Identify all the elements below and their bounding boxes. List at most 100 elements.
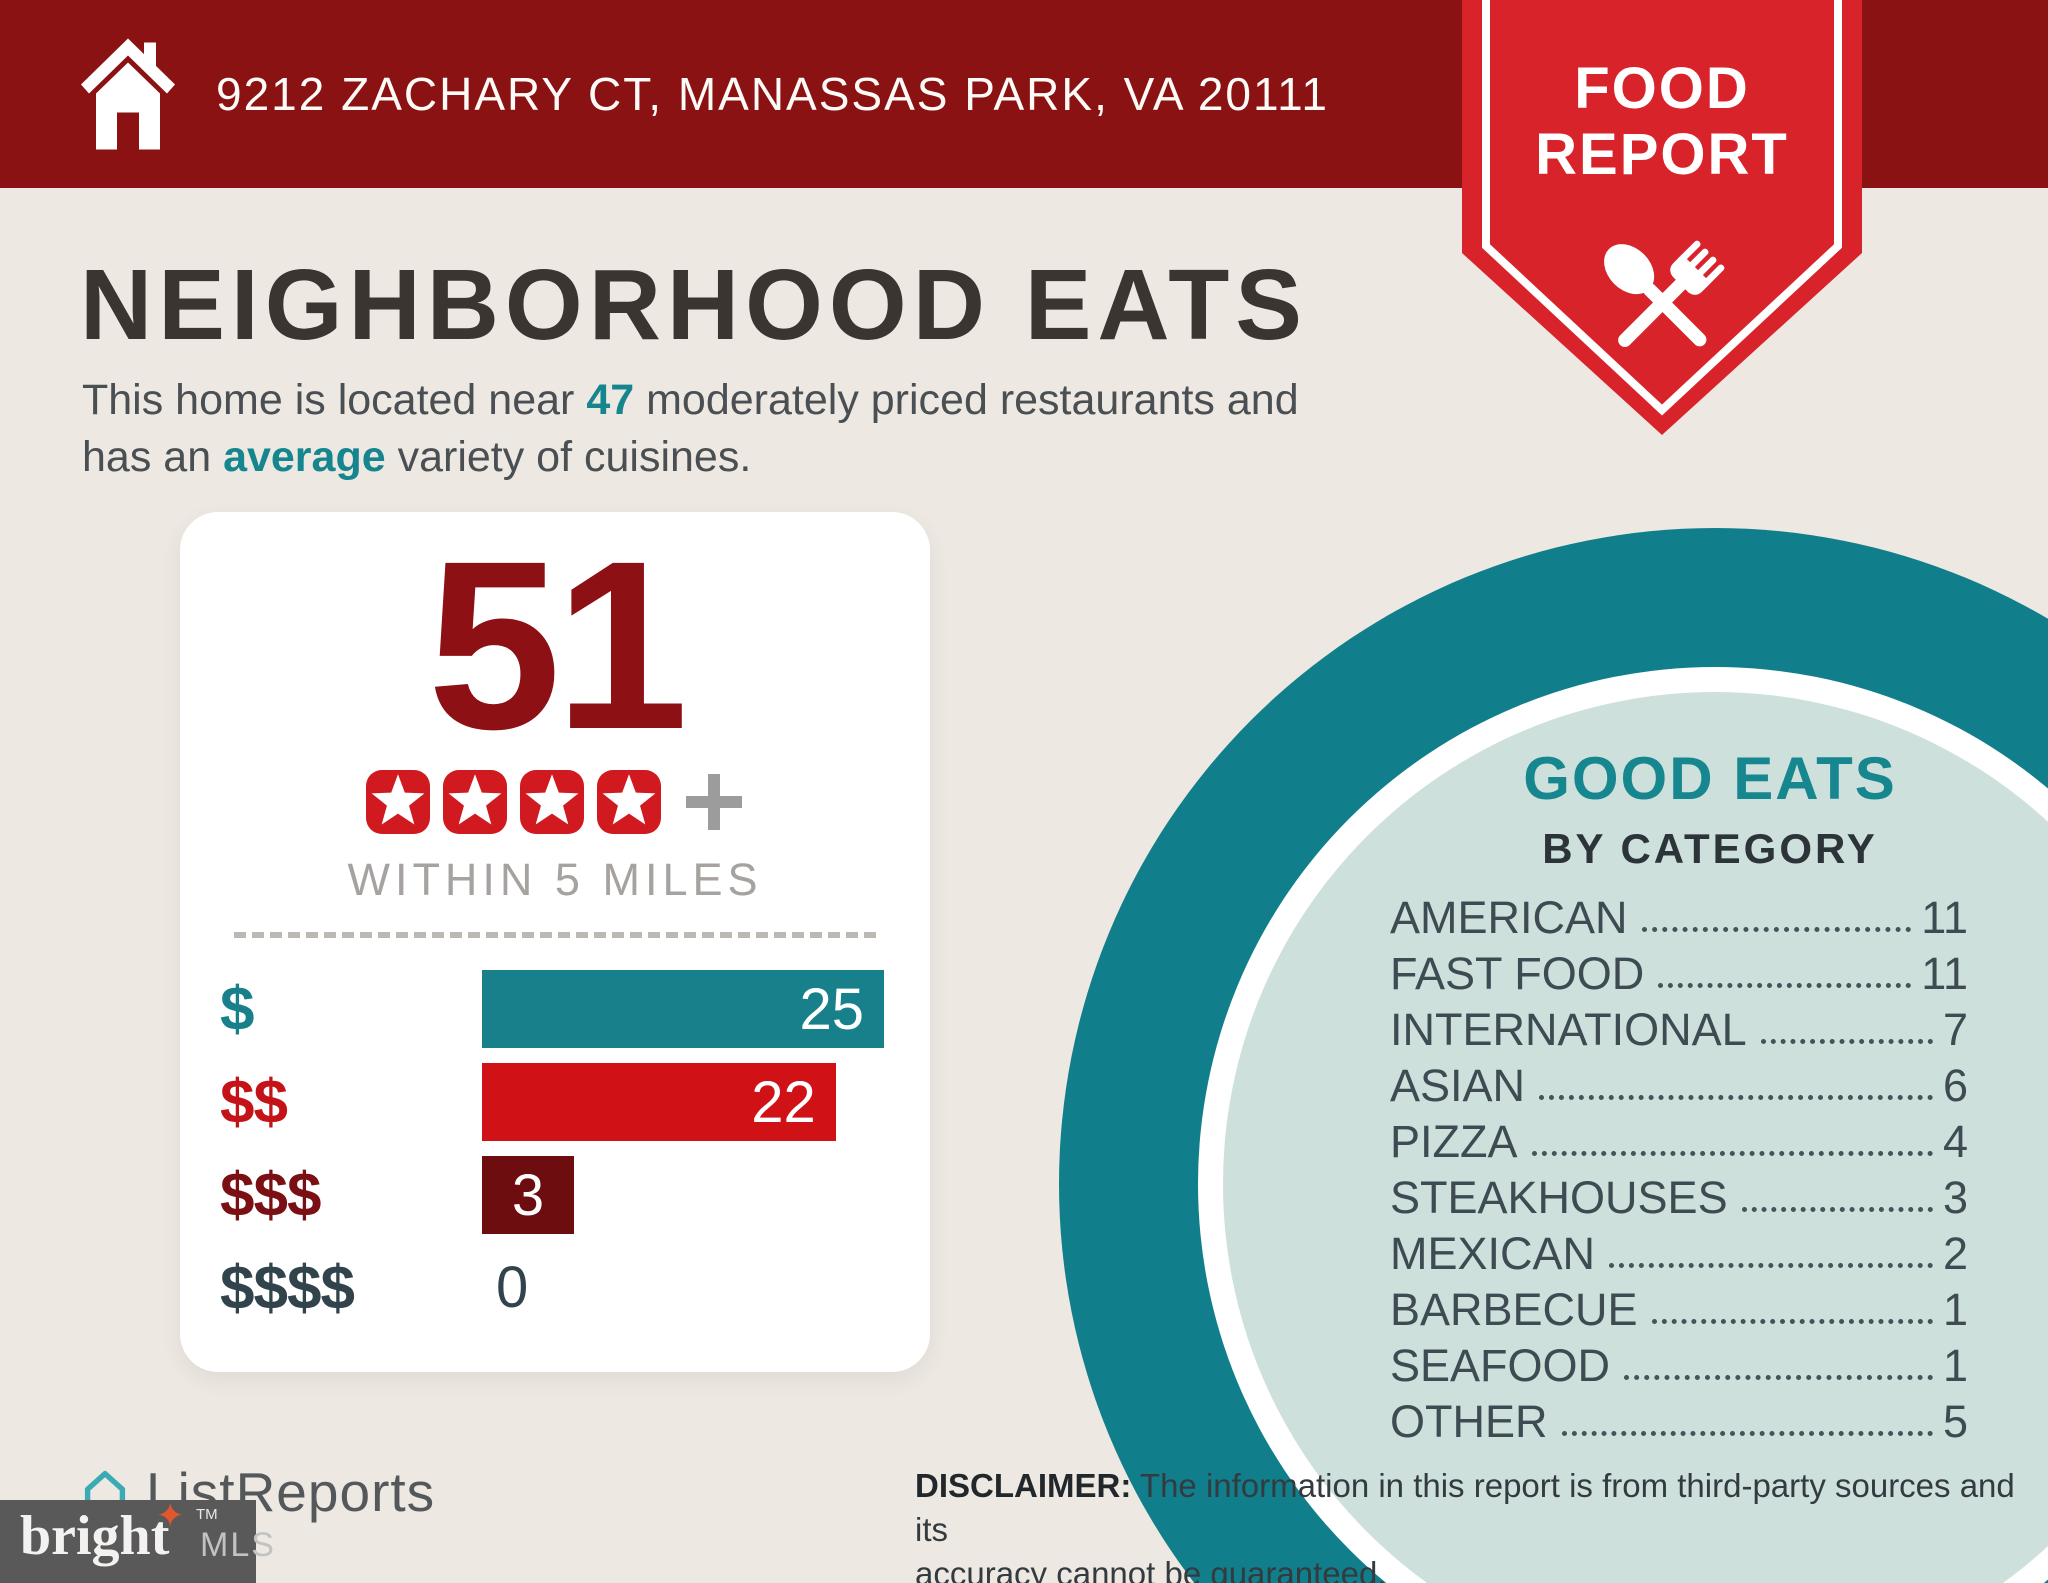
- rating-star-icon: [443, 770, 507, 834]
- price-tier-row: $25: [220, 970, 884, 1048]
- price-tier-bar-area: 0: [482, 1249, 884, 1327]
- category-label: OTHER: [1390, 1396, 1548, 1447]
- price-tier-bar: 3: [482, 1156, 574, 1234]
- good-eats-heading: GOOD EATS BY CATEGORY: [1390, 744, 2030, 873]
- dotted-leader: [1609, 1263, 1933, 1268]
- price-tier-row: $$$ 3: [220, 1156, 884, 1234]
- category-row: MEXICAN 2: [1390, 1224, 1968, 1280]
- intro-text-middle: moderately priced restaurants and: [634, 376, 1299, 424]
- dotted-leader: [1624, 1375, 1933, 1380]
- disclaimer-text: DISCLAIMER: The information in this repo…: [915, 1464, 2015, 1583]
- price-tier-row: $$$$ 0: [220, 1249, 884, 1327]
- radius-label: WITHIN 5 MILES: [347, 854, 763, 905]
- rating-row: [180, 770, 930, 834]
- category-row: OTHER 5: [1390, 1392, 1968, 1448]
- category-label: ASIAN: [1390, 1060, 1526, 1111]
- disclaimer-label: DISCLAIMER:: [915, 1467, 1132, 1504]
- category-row: BARBECUE 1: [1390, 1280, 1968, 1336]
- category-list: AMERICAN 11 FAST FOOD 11 INTERNATIONAL 7 ASIAN…: [1390, 888, 1968, 1448]
- dotted-leader: [1741, 1207, 1933, 1212]
- category-row: FAST FOOD 11: [1390, 944, 1968, 1000]
- category-row: PIZZA 4: [1390, 1112, 1968, 1168]
- dotted-leader: [1641, 927, 1912, 932]
- category-label: PIZZA: [1390, 1116, 1518, 1167]
- price-tier-bar-area: 22: [482, 1063, 884, 1141]
- rating-star-icon: [366, 770, 430, 834]
- dotted-leader: [1651, 1319, 1933, 1324]
- rating-star-icon: [597, 770, 661, 834]
- intro-text-line2: has an: [82, 433, 224, 481]
- rating-star-icon: [520, 770, 584, 834]
- intro-text-end: variety of cuisines.: [385, 433, 752, 481]
- price-tier-value: 22: [751, 1069, 816, 1135]
- page-title: NEIGHBORHOOD EATS: [80, 249, 1308, 361]
- category-row: ASIAN 6: [1390, 1056, 1968, 1112]
- category-value: 11: [1921, 892, 1968, 943]
- price-tier-bar-area: 25: [482, 970, 884, 1048]
- price-tier-label: $$$: [220, 1160, 321, 1230]
- price-tier-value: 3: [511, 1162, 545, 1228]
- category-value: 7: [1942, 1004, 1968, 1055]
- property-address: 9212 ZACHARY CT, MANASSAS PARK, VA 20111: [216, 68, 1329, 120]
- badge-title-line1: FOOD: [1574, 56, 1750, 121]
- category-value: 3: [1942, 1172, 1968, 1223]
- category-value: 11: [1921, 948, 1968, 999]
- bright-wordmark: bright: [20, 1505, 170, 1567]
- plus-icon: [686, 774, 742, 830]
- home-icon: [81, 38, 175, 150]
- intro-text-before: This home is located near: [82, 376, 587, 424]
- restaurant-count-highlight: 47: [586, 376, 635, 424]
- category-row: SEAFOOD 1: [1390, 1336, 1968, 1392]
- price-tier-bar: 25: [482, 970, 884, 1048]
- category-value: 1: [1942, 1284, 1968, 1335]
- price-tier-label: $$: [220, 1067, 288, 1137]
- category-label: AMERICAN: [1390, 892, 1628, 943]
- category-label: STEAKHOUSES: [1390, 1172, 1728, 1223]
- bright-trademark: TM: [196, 1506, 218, 1523]
- category-value: 1: [1942, 1340, 1968, 1391]
- price-tier-label: $: [220, 974, 254, 1044]
- price-tier-bar: 22: [482, 1063, 836, 1141]
- mls-wordmark: MLS: [200, 1526, 276, 1564]
- badge-title-line2: REPORT: [1535, 122, 1789, 187]
- price-tier-bar-area: 3: [482, 1156, 884, 1234]
- dotted-leader: [1539, 1095, 1933, 1100]
- category-row: AMERICAN 11: [1390, 888, 1968, 944]
- rating-stars: [366, 770, 661, 834]
- category-value: 2: [1942, 1228, 1968, 1279]
- dotted-leader: [1561, 1431, 1933, 1436]
- food-report-badge: FOOD REPORT: [1462, 0, 1862, 445]
- category-label: BARBECUE: [1390, 1284, 1638, 1335]
- category-row: INTERNATIONAL 7: [1390, 1000, 1968, 1056]
- pennant-shape: [1462, 0, 1862, 435]
- intro-text: This home is located near 47 moderately …: [82, 372, 1442, 486]
- variety-highlight: average: [223, 433, 386, 481]
- price-tier-label: $$$$: [220, 1253, 355, 1323]
- category-label: SEAFOOD: [1390, 1340, 1611, 1391]
- category-value: 5: [1942, 1396, 1968, 1447]
- category-value: 6: [1942, 1060, 1968, 1111]
- restaurant-summary-card: 51 WITHIN 5 MILES $25 $$ 22 $$$ 3 $$$$ 0: [180, 512, 930, 1372]
- price-tier-value: 25: [799, 976, 864, 1042]
- disclaimer-line2: accuracy cannot be guaranteed.: [915, 1555, 1387, 1583]
- category-value: 4: [1942, 1116, 1968, 1167]
- brightmls-logo: bright ✦ TM MLS: [0, 1497, 274, 1583]
- good-eats-title: GOOD EATS: [1523, 745, 1897, 812]
- dotted-leader: [1760, 1039, 1933, 1044]
- crossed-spoon-fork-icon: [1604, 240, 1725, 347]
- bright-star-icon: ✦: [156, 1497, 185, 1535]
- badge-title: FOOD REPORT: [1462, 56, 1862, 188]
- category-label: FAST FOOD: [1390, 948, 1645, 999]
- price-tier-chart: $25 $$ 22 $$$ 3 $$$$ 0: [220, 970, 884, 1342]
- category-label: INTERNATIONAL: [1390, 1004, 1747, 1055]
- dotted-leader: [1658, 983, 1912, 988]
- price-tier-value: 0: [496, 1255, 529, 1320]
- restaurant-total-count: 51: [427, 511, 689, 779]
- disclaimer-line1: The information in this report is from t…: [915, 1467, 2015, 1548]
- category-label: MEXICAN: [1390, 1228, 1596, 1279]
- good-eats-subtitle: BY CATEGORY: [1542, 825, 1878, 872]
- price-tier-row: $$ 22: [220, 1063, 884, 1141]
- dashed-divider: [234, 932, 876, 938]
- category-row: STEAKHOUSES 3: [1390, 1168, 1968, 1224]
